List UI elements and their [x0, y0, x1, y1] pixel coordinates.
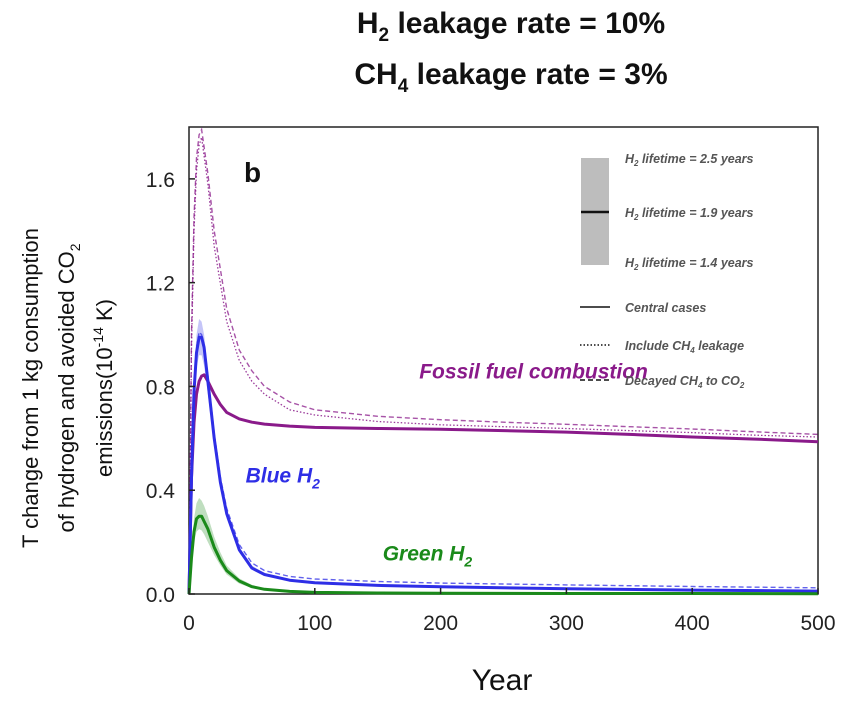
blue-h2-central-line: [187, 335, 819, 595]
y-tick-label-1: 0.4: [146, 480, 176, 503]
legend-solid-label: Central cases: [625, 301, 706, 315]
y-tick-label-0: 0.0: [146, 584, 175, 607]
panel-letter: b: [244, 157, 261, 188]
x-axis-title: Year: [472, 664, 533, 697]
y-axis: 0.0 0.4 0.8 1.2 1.6: [146, 169, 195, 607]
legend-dashed-label: Decayed CH4 to CO2: [625, 374, 745, 390]
series-lines: [187, 127, 819, 596]
x-tick-label-300: 300: [549, 612, 584, 635]
legend-dotted-label: Include CH4 leakage: [625, 339, 744, 355]
legend: H2 lifetime = 2.5 years H2 lifetime = 1.9…: [580, 152, 754, 390]
fossil-fuel-combustion-central-line: [187, 373, 819, 595]
y-tick-label-3: 1.2: [146, 273, 175, 296]
y-axis-title: T change from 1 kg consumption of hydrog…: [18, 228, 117, 548]
x-tick-label-0: 0: [183, 612, 195, 635]
y-axis-title-line-3: emissions(10-14 K): [90, 299, 117, 477]
legend-lifetime-label-1: H2 lifetime = 1.9 years: [625, 206, 754, 222]
fossil-fuel-combustion-label: Fossil fuel combustion: [419, 361, 648, 384]
y-axis-title-line-2: of hydrogen and avoided CO2: [54, 243, 83, 532]
chart-title-line-1: H2 leakage rate = 10%: [357, 7, 665, 46]
chart-title-line-2: CH4 leakage rate = 3%: [354, 58, 667, 97]
legend-lifetime-label-0: H2 lifetime = 2.5 years: [625, 152, 754, 168]
y-tick-label-2: 0.8: [146, 376, 175, 399]
x-axis: 0 100 200 300 400 500: [183, 588, 836, 635]
y-axis-title-line-1: T change from 1 kg consumption: [18, 228, 43, 548]
series-labels: Fossil fuel combustion Blue H2 Green H2: [246, 361, 648, 570]
fossil-fuel-combustion-dotted-line: [188, 137, 819, 595]
x-tick-label-100: 100: [297, 612, 332, 635]
y-tick-label-4: 1.6: [146, 169, 175, 192]
fossil-fuel-combustion-dashed-line: [188, 127, 819, 595]
x-tick-label-500: 500: [800, 612, 835, 635]
green-h2-label: Green H2: [383, 542, 473, 569]
x-tick-label-400: 400: [675, 612, 710, 635]
x-tick-label-200: 200: [423, 612, 458, 635]
legend-lifetime-label-2: H2 lifetime = 1.4 years: [625, 256, 754, 272]
green-h2-central-line: [187, 514, 819, 596]
blue-h2-label: Blue H2: [246, 464, 321, 491]
